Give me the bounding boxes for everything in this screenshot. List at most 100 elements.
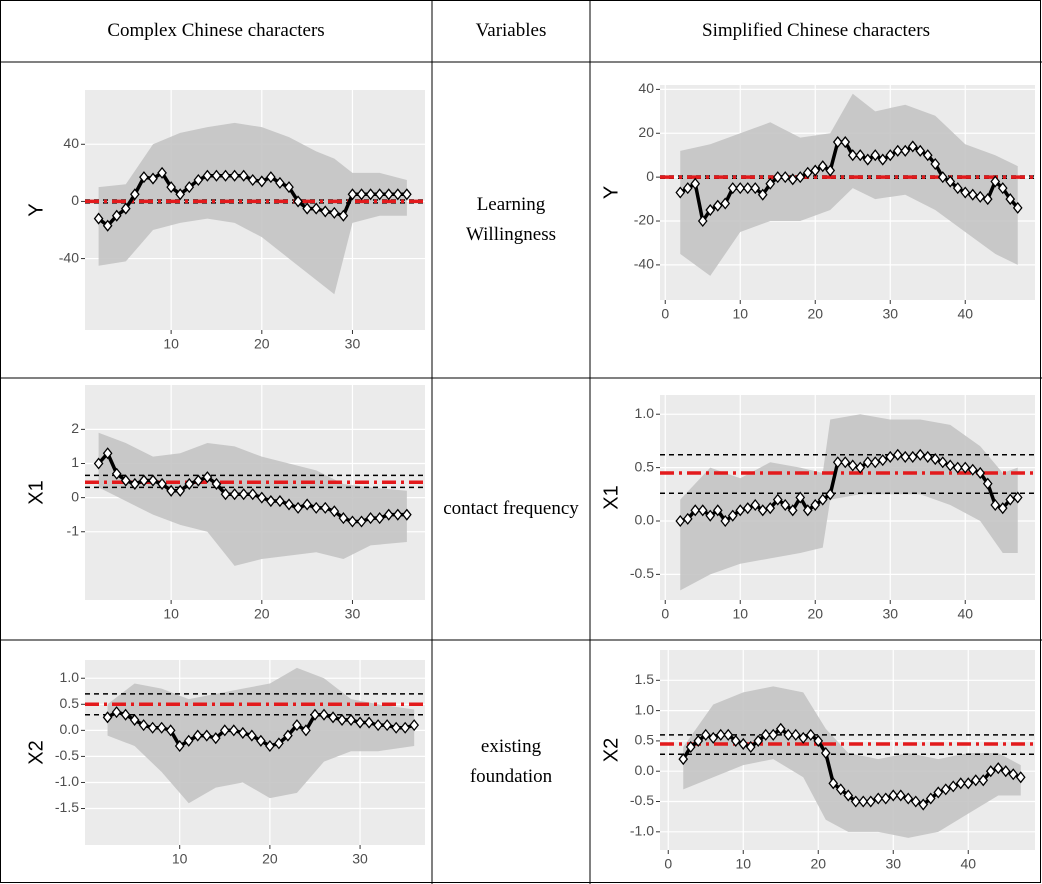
data-point <box>139 474 149 487</box>
data-point <box>765 177 776 190</box>
data-point <box>993 762 1004 775</box>
data-point <box>985 765 996 778</box>
data-point <box>175 188 186 201</box>
header-cell: Variables <box>475 19 547 41</box>
data-point <box>858 795 869 808</box>
data-point <box>675 514 686 528</box>
data-point <box>780 498 791 512</box>
y-tick-label: 1.0 <box>635 405 655 421</box>
data-point <box>148 474 158 487</box>
data-point <box>753 734 764 747</box>
data-point <box>229 169 240 182</box>
y-tick-label: 1.5 <box>635 671 655 687</box>
y-tick-label: 40 <box>63 135 79 151</box>
data-point <box>311 202 322 215</box>
y-tick-label: -0.5 <box>630 565 654 581</box>
data-point <box>1005 193 1016 206</box>
x-tick-label: 40 <box>960 856 976 872</box>
data-point <box>835 783 846 796</box>
data-point <box>888 789 899 802</box>
x-tick-label: 10 <box>735 856 751 872</box>
data-point <box>402 188 412 201</box>
data-point <box>780 171 791 184</box>
data-point <box>735 504 746 517</box>
data-point <box>319 708 329 721</box>
data-point <box>715 728 726 741</box>
data-point <box>937 456 948 469</box>
x-tick-label: 10 <box>172 851 188 867</box>
x-tick-label: 0 <box>661 306 669 322</box>
data-point <box>675 186 686 199</box>
data-point <box>382 719 392 732</box>
data-point <box>402 508 412 521</box>
x-tick-label: 40 <box>957 606 973 622</box>
data-point <box>820 746 831 760</box>
data-point <box>720 514 731 528</box>
data-point <box>165 724 176 737</box>
data-point <box>862 456 873 469</box>
data-point <box>982 193 993 206</box>
y-tick-label: 20 <box>638 124 654 140</box>
data-point <box>685 740 696 754</box>
data-point <box>247 488 258 501</box>
data-point <box>284 498 294 511</box>
data-point <box>293 501 303 514</box>
data-point <box>930 453 941 466</box>
data-point <box>937 171 948 184</box>
x-tick-label: 30 <box>885 856 901 872</box>
data-point <box>219 724 230 737</box>
x-tick-label: 20 <box>807 606 823 622</box>
data-point <box>745 740 756 754</box>
y-tick-label: -40 <box>634 256 654 272</box>
data-point <box>828 777 839 790</box>
data-point <box>805 728 816 741</box>
data-point <box>975 466 986 479</box>
y-tick-label: 0.0 <box>635 762 655 778</box>
data-point <box>775 722 786 735</box>
data-point <box>982 477 993 490</box>
data-point <box>130 188 140 201</box>
data-point <box>211 169 222 182</box>
data-point <box>730 734 741 747</box>
data-point <box>157 477 167 491</box>
data-point <box>247 173 258 187</box>
y-tick-label: 0.5 <box>60 695 80 711</box>
data-point <box>148 172 158 185</box>
data-point <box>93 457 104 470</box>
y-tick-label: 1.0 <box>635 701 655 717</box>
data-point <box>1012 491 1023 504</box>
data-point <box>93 212 104 225</box>
data-point <box>329 206 340 219</box>
data-point <box>870 149 881 162</box>
data-point <box>102 219 113 232</box>
y-tick-label: 1.0 <box>60 669 80 685</box>
data-point <box>787 504 798 517</box>
data-point <box>708 731 719 744</box>
x-tick-label: 20 <box>254 336 270 352</box>
data-point <box>813 734 824 747</box>
data-point <box>320 205 331 218</box>
data-point <box>817 160 828 173</box>
data-point <box>202 169 213 182</box>
data-point <box>870 456 881 469</box>
x-tick-label: 10 <box>732 306 748 322</box>
data-point <box>1005 493 1016 506</box>
data-point <box>810 164 821 177</box>
data-point <box>738 737 749 750</box>
data-point <box>757 504 768 517</box>
data-point <box>374 188 385 201</box>
data-point <box>347 188 358 201</box>
data-point <box>727 182 738 195</box>
data-point <box>990 498 1001 512</box>
variable-cell: existing foundation <box>469 735 553 787</box>
data-point <box>210 732 221 745</box>
data-point <box>392 188 403 201</box>
data-point <box>120 708 131 721</box>
data-point <box>383 188 394 201</box>
data-point <box>1000 765 1011 778</box>
data-point <box>364 716 374 729</box>
data-point <box>184 477 195 491</box>
data-point <box>952 182 963 195</box>
